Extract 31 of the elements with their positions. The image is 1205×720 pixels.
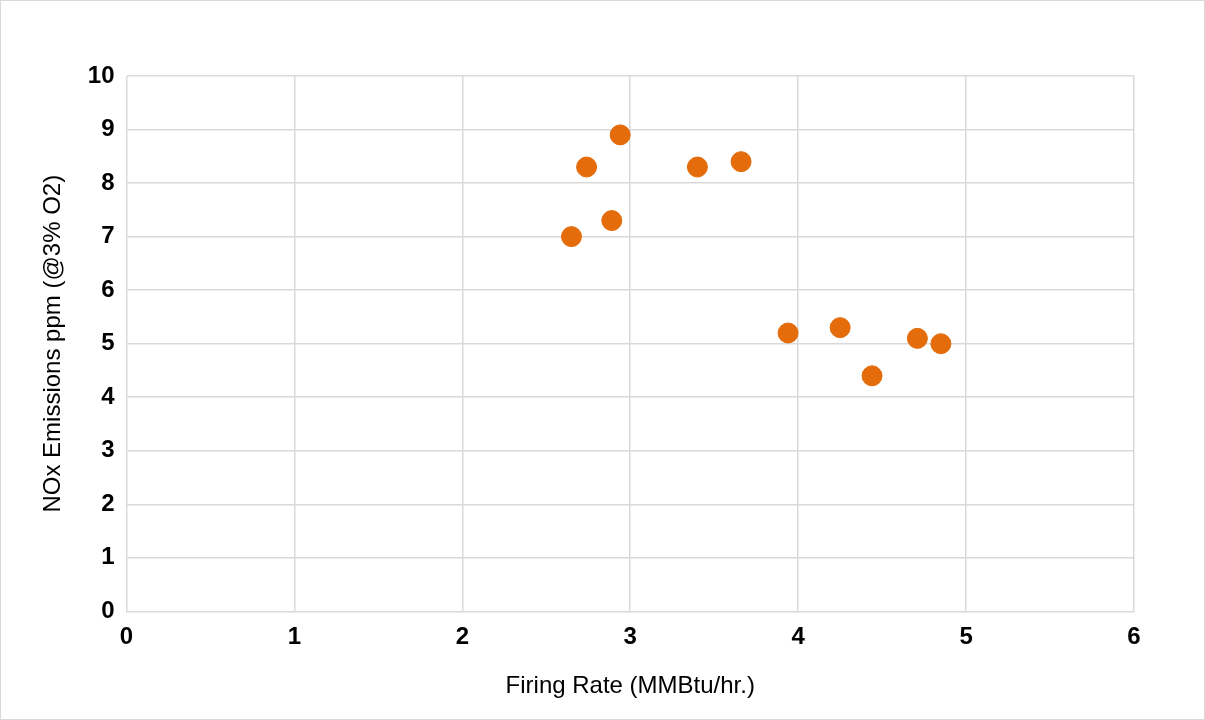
y-tick-label: 3 xyxy=(101,435,115,463)
x-tick-label: 3 xyxy=(623,622,637,650)
y-tick-label: 7 xyxy=(101,221,115,249)
point xyxy=(777,322,799,344)
x-tick-label: 0 xyxy=(119,622,134,650)
x-tick-label: 1 xyxy=(287,622,302,650)
x-tick-label: 4 xyxy=(791,622,806,650)
y-tick-label: 1 xyxy=(101,542,115,570)
point xyxy=(930,333,952,355)
y-axis-title: NOx Emissions ppm (@3% O2) xyxy=(38,174,66,513)
x-tick-label: 2 xyxy=(455,622,470,650)
point xyxy=(576,156,598,178)
point xyxy=(609,124,631,146)
x-tick-label: 5 xyxy=(959,622,973,650)
x-axis-title: Firing Rate (MMBtu/hr.) xyxy=(505,671,755,699)
y-tick-label: 2 xyxy=(101,488,115,516)
y-tick-label: 0 xyxy=(101,596,115,624)
point xyxy=(601,210,623,232)
point xyxy=(906,327,928,349)
point xyxy=(686,156,708,178)
point xyxy=(730,151,752,173)
y-tick-label: 6 xyxy=(101,274,115,302)
y-tick-label: 9 xyxy=(101,114,115,142)
point xyxy=(829,317,851,339)
y-tick-label: 4 xyxy=(101,381,116,409)
y-tick-label: 8 xyxy=(101,167,115,195)
y-tick-label: 5 xyxy=(101,328,115,356)
x-tick-label: 6 xyxy=(1127,622,1141,650)
point xyxy=(560,226,582,248)
y-tick-label: 10 xyxy=(87,60,115,88)
point xyxy=(861,365,883,387)
